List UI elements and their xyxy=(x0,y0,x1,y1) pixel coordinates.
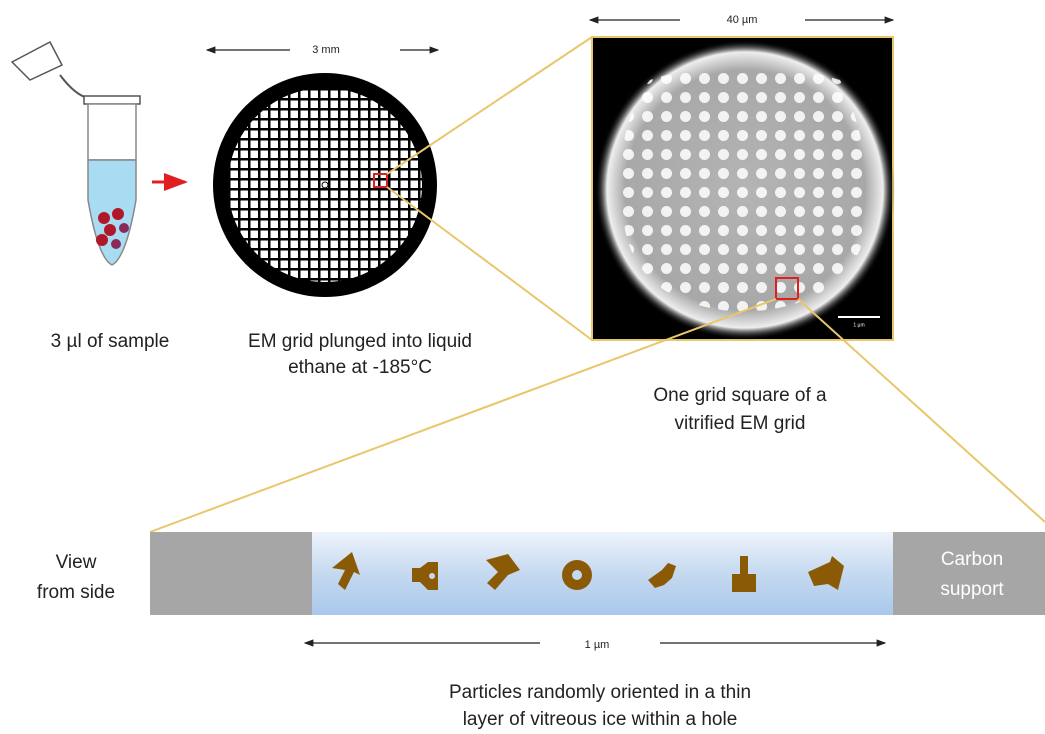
zoom-line xyxy=(797,298,1045,523)
caption: One grid square of a xyxy=(653,385,827,406)
scale-bar-label: 1 µm xyxy=(853,322,864,328)
dimension-label: 3 mm xyxy=(312,44,340,56)
caption: Carbon xyxy=(941,549,1003,570)
caption: EM grid plunged into liquid xyxy=(248,331,472,352)
caption: View xyxy=(56,552,97,573)
caption: 3 µl of sample xyxy=(51,331,170,352)
dimension-label: 1 µm xyxy=(585,639,610,651)
caption: vitrified EM grid xyxy=(675,413,806,434)
caption: ethane at -185°C xyxy=(288,357,432,378)
particles xyxy=(332,552,844,592)
zoom-line xyxy=(386,36,593,175)
caption: layer of vitreous ice within a hole xyxy=(463,709,738,730)
side-view xyxy=(150,532,1045,615)
micrograph: 1 µm xyxy=(591,36,895,341)
caption: Particles randomly oriented in a thin xyxy=(449,682,751,703)
em-grid xyxy=(213,73,437,297)
dimension-label: 40 µm xyxy=(727,14,758,26)
caption: from side xyxy=(37,582,115,603)
zoom-line xyxy=(149,298,777,533)
zoom-line xyxy=(386,186,593,341)
caption: support xyxy=(940,579,1004,600)
sample-tube xyxy=(10,40,188,266)
